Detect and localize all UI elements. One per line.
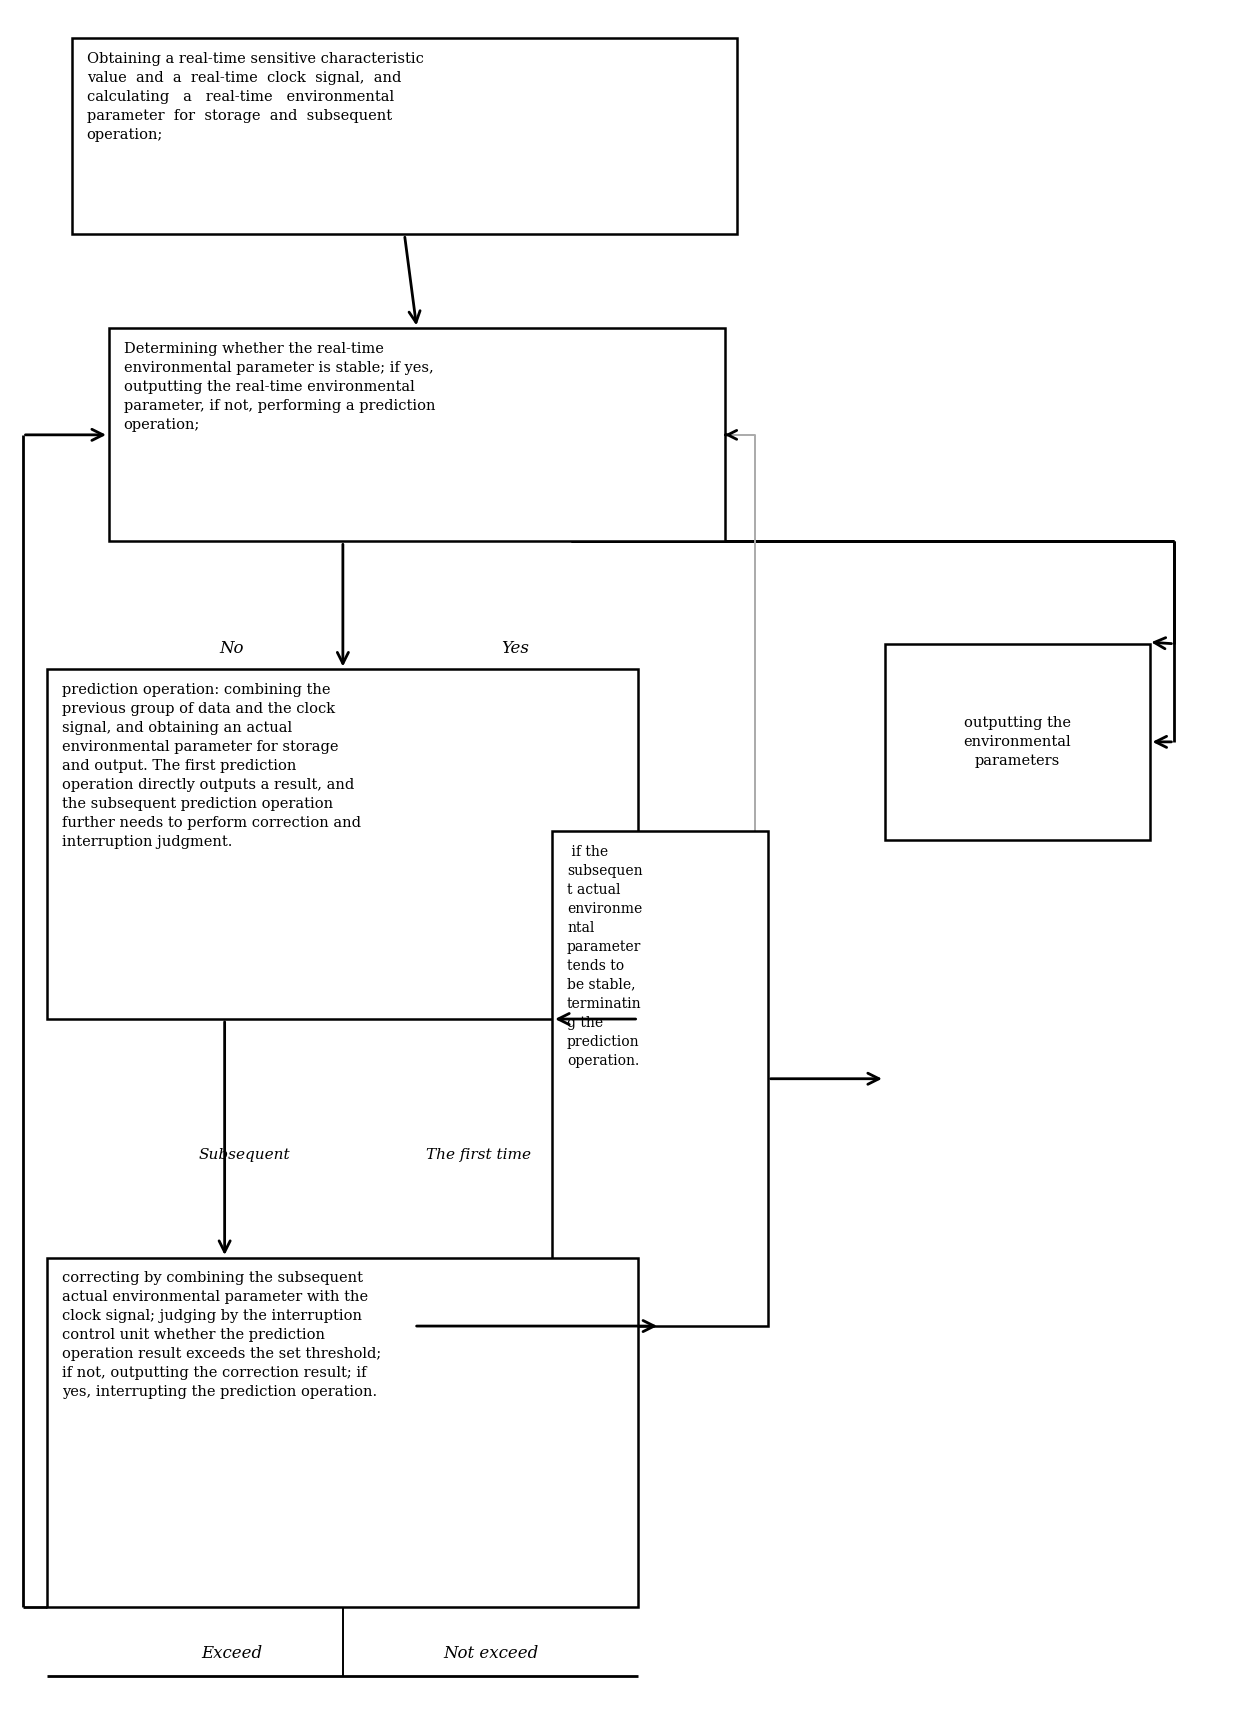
Bar bbox=[47, 670, 639, 1020]
Text: Yes: Yes bbox=[501, 641, 529, 658]
Text: Exceed: Exceed bbox=[201, 1645, 263, 1663]
Text: Obtaining a real-time sensitive characteristic
value  and  a  real-time  clock  : Obtaining a real-time sensitive characte… bbox=[87, 51, 424, 142]
Text: No: No bbox=[219, 641, 244, 658]
Text: Determining whether the real-time
environmental parameter is stable; if yes,
out: Determining whether the real-time enviro… bbox=[124, 341, 435, 432]
Text: Subsequent: Subsequent bbox=[198, 1148, 290, 1162]
Text: prediction operation: combining the
previous group of data and the clock
signal,: prediction operation: combining the prev… bbox=[62, 682, 361, 848]
Text: The first time: The first time bbox=[425, 1148, 531, 1162]
Text: if the
subsequen
t actual
environme
ntal
parameter
tends to
be stable,
terminati: if the subsequen t actual environme ntal… bbox=[567, 845, 642, 1068]
Text: correcting by combining the subsequent
actual environmental parameter with the
c: correcting by combining the subsequent a… bbox=[62, 1272, 382, 1399]
Bar bbox=[552, 831, 768, 1327]
Text: outputting the
environmental
parameters: outputting the environmental parameters bbox=[963, 716, 1071, 768]
Bar bbox=[47, 1258, 639, 1608]
Bar bbox=[885, 644, 1149, 840]
Bar bbox=[109, 329, 724, 542]
Text: Not exceed: Not exceed bbox=[443, 1645, 538, 1663]
Bar bbox=[72, 38, 737, 235]
